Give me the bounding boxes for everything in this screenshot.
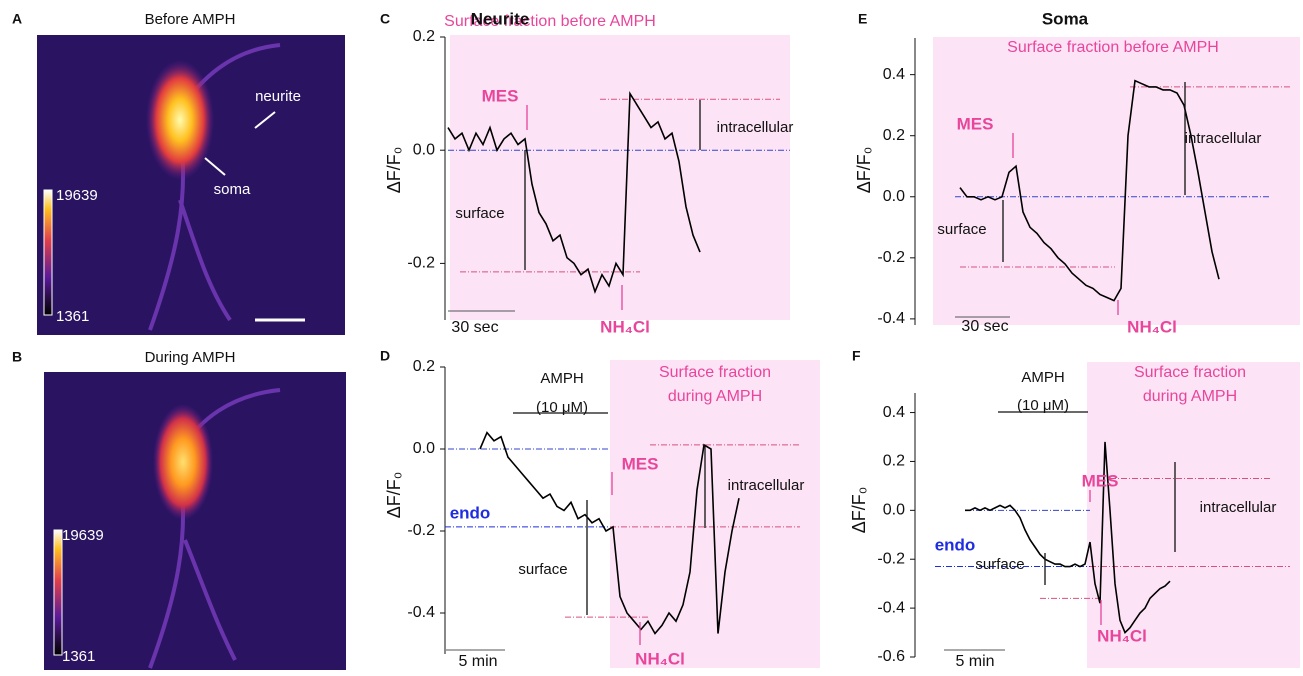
annotation: intracellular [728,477,805,494]
annotation: MES [482,86,519,105]
y-tick-label: 0.2 [883,453,905,470]
annotation: MES [1082,471,1119,490]
shade-label: Surface fraction [1134,364,1246,381]
y-tick-label: 0.0 [883,502,905,519]
annotation: intracellular [1200,499,1277,516]
trace [959,79,1220,302]
trace [965,441,1171,635]
y-axis-label: ΔF/F₀ [384,472,404,519]
y-tick-label: -0.4 [407,604,435,621]
shaded-region [450,35,790,320]
panel-title: During AMPH [145,349,236,366]
shade-label: Surface fraction [659,364,771,381]
annotation: surface [455,205,504,222]
y-axis-label: ΔF/F₀ [854,147,874,194]
annotation: AMPH [540,370,583,387]
y-tick-label: 0.2 [883,127,905,144]
y-axis-label: ΔF/F₀ [849,487,869,534]
annotation: intracellular [1185,130,1262,147]
trace [447,90,701,295]
annotation: (10 μM) [1017,397,1069,414]
scale-bar-label: 30 sec [961,318,1008,335]
annotation: surface [518,561,567,578]
y-tick-label: 0.0 [883,188,905,205]
annotation: NH₄Cl [1097,626,1147,645]
scale-bar-label: 5 min [955,653,994,670]
panel-letter: C [380,11,390,27]
annotation: NH₄Cl [600,317,650,336]
y-tick-label: 0.0 [413,141,435,158]
colorbar-max: 19639 [56,187,98,204]
trace [479,431,740,635]
annotation: surface [937,221,986,238]
y-tick-label: -0.2 [877,249,905,266]
colorbar-max: 19639 [62,527,104,544]
y-tick-label: -0.4 [877,599,905,616]
y-tick-label: -0.2 [407,255,435,272]
y-tick-label: -0.2 [877,550,905,567]
shade-label: Surface fraction before AMPH [444,13,656,30]
y-axis-label: ΔF/F₀ [384,147,404,194]
y-tick-label: -0.2 [407,522,435,539]
shaded-region [1087,362,1300,668]
annotation: NH₄Cl [1127,317,1177,336]
annotation: intracellular [717,119,794,136]
panel-letter: A [12,11,22,27]
y-tick-label: -0.4 [877,310,905,327]
panel-title: Before AMPH [145,11,236,28]
image-a [37,35,345,335]
colorbar-min: 1361 [62,648,95,665]
annotation: endo [935,535,976,554]
shaded-region [933,37,1300,325]
shade-label: during AMPH [1143,388,1237,405]
chart-title: Neurite [471,9,530,28]
scale-bar-label: 5 min [458,653,497,670]
shaded-region [610,360,820,668]
annotation: NH₄Cl [635,649,685,668]
colorbar-min: 1361 [56,308,89,325]
panel-letter: E [858,11,867,27]
annotation: (10 μM) [536,399,588,416]
image-label: neurite [255,88,301,105]
panel-letter: B [12,349,22,365]
panel-letter: D [380,348,390,364]
y-tick-label: 0.0 [413,440,435,457]
y-tick-label: 0.4 [883,404,905,421]
annotation: surface [975,556,1024,573]
y-tick-label: 0.4 [883,66,905,83]
chart-title: Soma [1042,9,1089,28]
annotation: AMPH [1021,369,1064,386]
y-tick-label: 0.2 [413,358,435,375]
shade-label: Surface fraction before AMPH [1007,39,1219,56]
scale-bar-label: 30 sec [451,319,498,336]
image-b [44,372,346,670]
y-tick-label: 0.2 [413,28,435,45]
annotation: MES [622,454,659,473]
panel-letter: F [852,348,861,364]
annotation: MES [957,114,994,133]
shade-label: during AMPH [668,388,762,405]
annotation: endo [450,503,491,522]
y-tick-label: -0.6 [877,648,905,665]
image-label: soma [214,181,251,198]
